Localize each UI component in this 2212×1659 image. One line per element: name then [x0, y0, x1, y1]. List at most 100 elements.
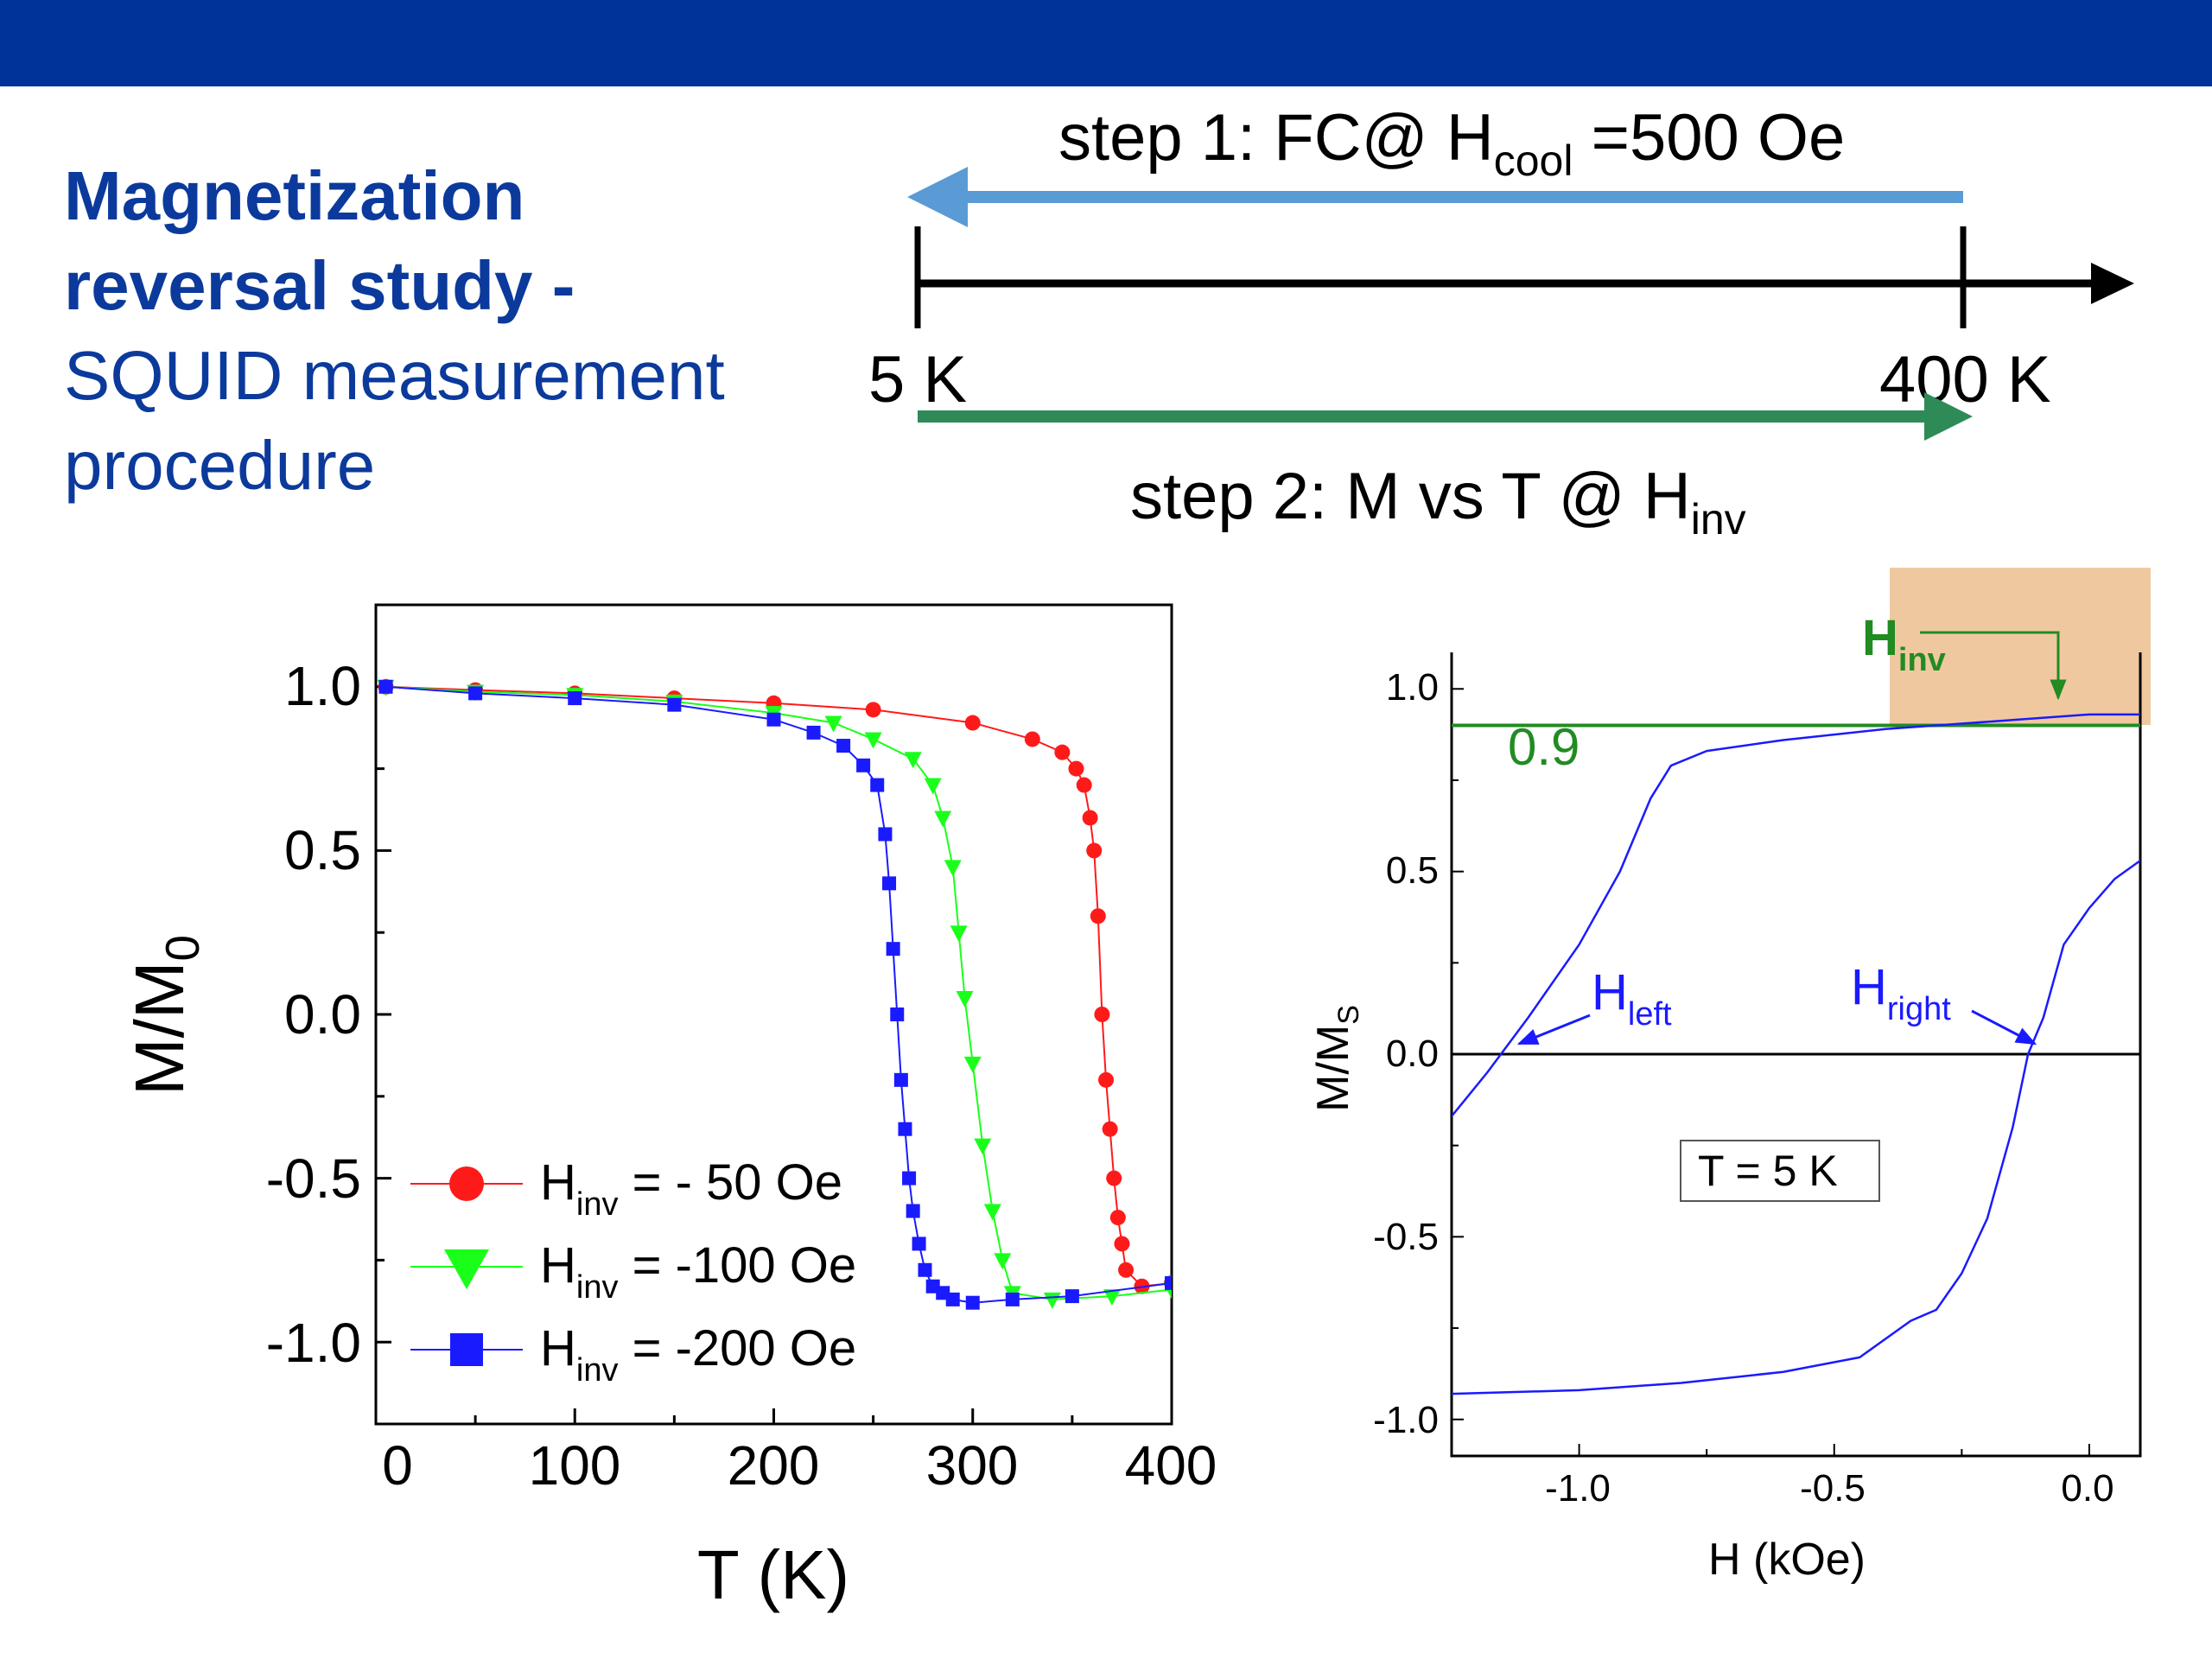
left-point-0-18 [1109, 1210, 1126, 1226]
left-point-2-11 [886, 942, 900, 957]
left-point-1-14 [974, 1138, 992, 1155]
left-xtick-label-1: 100 [529, 1434, 621, 1497]
left-point-0-16 [1102, 1121, 1118, 1137]
right-x-axis-title: H (kOe) [1708, 1535, 1866, 1585]
left-point-2-2 [568, 691, 582, 706]
left-point-2-5 [806, 725, 821, 740]
title-line-3: SQUID measurement [64, 337, 725, 414]
left-point-1-19 [1103, 1289, 1121, 1306]
label-400k: 400 K [1879, 343, 2051, 416]
left-point-2-18 [918, 1262, 932, 1277]
title-line-1: Magnetization [64, 157, 525, 234]
left-xtick-label-2: 200 [728, 1434, 820, 1497]
left-point-0-8 [1054, 744, 1071, 760]
left-point-0-11 [1082, 810, 1098, 826]
left-ytick-label-2: 0.0 [284, 983, 361, 1046]
left-point-2-22 [965, 1295, 980, 1310]
right-ytick-label-2: 0.0 [1386, 1033, 1439, 1075]
left-x-axis-title: T (K) [697, 1536, 849, 1613]
left-point-2-8 [870, 778, 885, 792]
legend-label-100: Hinv = -100 Oe [540, 1237, 856, 1306]
h-inv-highlight [1890, 568, 2151, 725]
right-xtick-label-1: -0.5 [1800, 1467, 1866, 1510]
left-legend: Hinv = - 50 Oe Hinv = -100 Oe Hinv = -20… [410, 1154, 856, 1389]
legend-label-50: Hinv = - 50 Oe [540, 1154, 842, 1223]
left-ytick-label-4: -1.0 [266, 1312, 361, 1374]
right-y-axis-title: M/MS [1308, 1005, 1365, 1112]
left-point-2-4 [766, 712, 781, 727]
temperature-label: T = 5 K [1698, 1147, 1838, 1195]
step1-label: step 1: FC@ Hcool =500 Oe [1058, 101, 1845, 185]
legend-label-200: Hinv = -200 Oe [540, 1320, 856, 1389]
left-point-0-7 [1024, 731, 1040, 747]
left-point-2-14 [898, 1122, 912, 1136]
left-point-0-15 [1098, 1071, 1115, 1088]
left-point-2-23 [1005, 1292, 1020, 1306]
left-point-1-8 [924, 778, 942, 795]
hysteresis-lower-branch [1452, 859, 2140, 1395]
h-left-label: Hleft [1592, 964, 1672, 1033]
h-right-arrow [1971, 1009, 2037, 1046]
legend-marker-200 [450, 1333, 483, 1366]
legend-marker-50 [449, 1166, 484, 1201]
left-point-1-9 [934, 810, 952, 828]
left-point-1-6 [864, 732, 882, 749]
left-point-2-7 [856, 758, 871, 772]
right-ytick-label-1: 0.5 [1386, 849, 1439, 892]
right-series-group [1452, 713, 2140, 1395]
left-point-1-13 [963, 1056, 982, 1073]
left-point-0-17 [1106, 1170, 1122, 1186]
label-5k: 5 K [868, 343, 967, 416]
left-point-0-10 [1076, 777, 1092, 793]
legend-marker-100 [444, 1249, 489, 1289]
slide-title: Magnetization reversal study - SQUID mea… [64, 151, 725, 511]
h-left-arrow [1516, 1014, 1591, 1046]
left-ytick-label-3: -0.5 [266, 1147, 361, 1210]
temperature-box [1680, 1140, 1880, 1202]
left-point-0-9 [1068, 760, 1084, 777]
left-point-0-6 [964, 715, 981, 731]
title-line-4: procedure [64, 427, 376, 504]
left-point-0-14 [1094, 1007, 1110, 1022]
procedure-schematic: step 1: FC@ Hcool =500 Oe 5 K 400 K step… [868, 101, 2134, 543]
left-xtick-label-0: 0 [382, 1434, 413, 1497]
h-inv-arrow [1920, 631, 2067, 701]
left-point-0-20 [1118, 1262, 1135, 1278]
left-ytick-label-1: 0.5 [284, 819, 361, 881]
chart-right: -1.0 -0.5 0.0 1.0 0.5 0.0 -0.5 -1.0 H (k… [1308, 568, 2151, 1585]
left-point-2-21 [945, 1292, 960, 1306]
left-point-0-5 [865, 702, 881, 718]
right-axis-ticks [1452, 688, 2090, 1456]
left-point-1-15 [983, 1204, 1001, 1221]
left-axis-ticks [374, 685, 1173, 1424]
header-bar [0, 0, 2212, 86]
step2-label: step 2: M vs T @ Hinv [1130, 460, 1746, 543]
left-series-group [377, 678, 1172, 1310]
left-point-0-13 [1090, 908, 1106, 925]
left-point-2-1 [468, 686, 483, 701]
left-point-2-24 [1065, 1289, 1079, 1304]
left-point-2-6 [836, 739, 851, 753]
right-xtick-label-0: -1.0 [1545, 1467, 1611, 1510]
left-point-2-17 [912, 1236, 926, 1251]
left-point-1-5 [824, 715, 842, 733]
reference-line-label: 0.9 [1508, 718, 1580, 776]
left-point-0-12 [1086, 842, 1103, 859]
left-point-1-10 [944, 860, 962, 877]
left-point-2-15 [902, 1171, 917, 1185]
left-point-2-12 [890, 1007, 905, 1021]
left-point-2-13 [893, 1072, 908, 1087]
right-xtick-label-2: 0.0 [2061, 1467, 2113, 1510]
right-ytick-label-0: 1.0 [1386, 666, 1439, 709]
left-point-1-18 [1043, 1292, 1061, 1309]
left-ytick-label-0: 1.0 [284, 655, 361, 717]
hysteresis-upper-branch [1452, 713, 2140, 1117]
right-ytick-label-4: -1.0 [1373, 1399, 1439, 1441]
left-xtick-label-3: 300 [926, 1434, 1019, 1497]
left-point-1-16 [994, 1253, 1012, 1270]
left-point-1-7 [904, 752, 922, 769]
left-point-2-3 [667, 697, 682, 712]
left-point-0-19 [1114, 1236, 1130, 1252]
chart-left: 0 100 200 300 400 1.0 0.5 0.0 -0.5 -1.0 … [121, 603, 1217, 1613]
